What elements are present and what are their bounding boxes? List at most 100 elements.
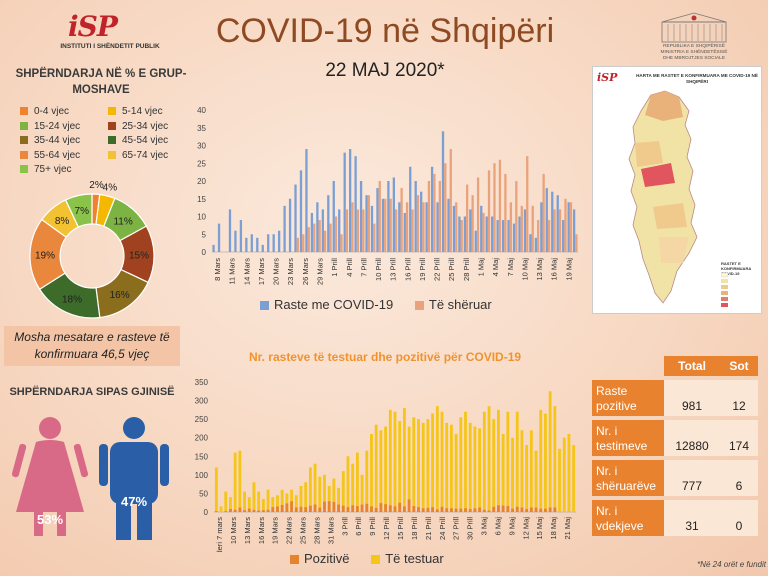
stats-row-positive: Raste pozitive 981 12 bbox=[592, 380, 758, 416]
cases-bar bbox=[228, 209, 232, 252]
tested-bar bbox=[370, 434, 373, 512]
tested-bar bbox=[247, 497, 251, 512]
x-tick-label: 1 Maj bbox=[477, 258, 486, 277]
x-tick-label: 10 Prill bbox=[374, 258, 383, 281]
positive-bar bbox=[515, 506, 519, 512]
cases-bar bbox=[398, 202, 401, 252]
x-tick-label: 1 Prill bbox=[330, 258, 339, 277]
x-tick-label: 4 Maj bbox=[491, 258, 500, 277]
legend-label-positive: Pozitivë bbox=[304, 551, 350, 566]
recovered-bar bbox=[400, 188, 403, 252]
age-legend-item: 45-54 vjec bbox=[108, 135, 168, 146]
cases-bar bbox=[272, 234, 275, 252]
positive-bar bbox=[534, 507, 538, 512]
tested-bar bbox=[398, 421, 402, 512]
tests-legend: Pozitivë Të testuar bbox=[290, 551, 540, 566]
cases-bar bbox=[529, 234, 532, 252]
daily-cases-chart: 0 5 10 15 20 25 30 35 40 8 Mars 11 Mars 14 Mars 17 M… bbox=[197, 106, 578, 285]
x-tick-label: 14 Mars bbox=[242, 258, 251, 285]
recovered-bar bbox=[537, 220, 540, 252]
tested-bar bbox=[426, 419, 430, 512]
stats-row-tests: Nr. i testimeve 12880 174 bbox=[592, 420, 758, 456]
recovered-bar bbox=[547, 220, 551, 252]
cases-bar bbox=[239, 220, 243, 252]
x-tick-label: 3 Prill bbox=[340, 517, 349, 536]
tested-bar bbox=[229, 497, 232, 512]
positive-bar bbox=[252, 509, 256, 512]
recovered-bar bbox=[356, 209, 360, 252]
age-legend-label: 5-14 vjec bbox=[122, 106, 163, 117]
y-tick-label: 250 bbox=[195, 415, 209, 424]
x-tick-label: 13 Maj bbox=[535, 258, 544, 281]
recovered-bar bbox=[302, 234, 305, 252]
y-tick-label: 15 bbox=[197, 195, 206, 204]
recovered-bar bbox=[504, 173, 507, 252]
positive-bar bbox=[402, 506, 406, 512]
stats-header-today: Sot bbox=[720, 356, 758, 376]
age-legend-item: 35-44 vjec bbox=[20, 135, 80, 146]
tested-bar bbox=[473, 426, 477, 512]
tested-bar bbox=[402, 408, 406, 512]
tested-bar bbox=[515, 411, 519, 512]
positive-bar bbox=[478, 507, 482, 512]
age-legend-item: 0-4 vjec bbox=[20, 106, 69, 117]
age-legend-label: 25-34 vjec bbox=[122, 120, 169, 132]
cases-bar bbox=[420, 191, 423, 252]
positive-bar bbox=[440, 506, 444, 512]
cases-bar bbox=[501, 220, 505, 252]
cases-bar bbox=[256, 237, 259, 252]
positive-bar bbox=[529, 507, 533, 512]
x-tick-label: 8 Mars bbox=[213, 258, 222, 281]
recovered-bar bbox=[444, 163, 447, 252]
isp-logo: iSP INSTITUTI I SHËNDETIT PUBLIK bbox=[40, 10, 170, 55]
x-tick-label: 15 Maj bbox=[535, 517, 544, 540]
positive-bar bbox=[323, 501, 326, 512]
logo-text: INSTITUTI I SHËNDETIT PUBLIK bbox=[60, 43, 160, 50]
x-tick-label: 16 Maj bbox=[550, 258, 559, 281]
recovered-bar bbox=[466, 184, 469, 252]
x-tick-label: 24 Prill bbox=[438, 517, 447, 540]
cases-bar bbox=[310, 212, 314, 252]
x-tick-label: 12 Prill bbox=[382, 517, 391, 540]
tested-bar bbox=[487, 406, 491, 512]
x-tick-label: 16 Prill bbox=[403, 258, 412, 281]
x-tick-label: 7 Maj bbox=[506, 258, 515, 277]
cases-bar bbox=[212, 244, 215, 252]
recovered-bar bbox=[460, 220, 463, 252]
positive-bar bbox=[308, 505, 312, 512]
tests-chart: 0 50 100 150 200 250 300 350 deri 7 mars 10 Mars 1… bbox=[195, 378, 576, 552]
recovered-bar bbox=[329, 223, 332, 252]
positive-bar bbox=[294, 507, 298, 512]
recovered-bar bbox=[449, 149, 452, 252]
stats-today: 12 bbox=[720, 380, 758, 416]
x-tick-label: 9 Maj bbox=[507, 517, 516, 536]
cases-bar bbox=[409, 166, 412, 252]
tested-bar bbox=[266, 489, 270, 512]
age-legend-label: 75+ vjec bbox=[34, 164, 72, 175]
positive-bar bbox=[501, 505, 505, 512]
x-tick-label: 21 Maj bbox=[563, 517, 572, 540]
tested-bar bbox=[539, 409, 543, 512]
donut-label: 2% bbox=[89, 180, 104, 191]
tested-bar bbox=[384, 426, 388, 512]
recovered-bar bbox=[531, 205, 534, 252]
positive-bar bbox=[525, 509, 529, 512]
positive-bar bbox=[421, 508, 425, 512]
gender-figures: 53% 47% bbox=[11, 417, 169, 540]
tested-bar bbox=[525, 445, 529, 512]
x-tick-label: 27 Prill bbox=[452, 517, 461, 540]
cases-bar bbox=[338, 209, 341, 252]
age-legend-swatch bbox=[20, 107, 28, 116]
positive-bar bbox=[261, 510, 265, 512]
recovered-bar bbox=[455, 202, 458, 252]
donut-label: 11% bbox=[113, 217, 132, 228]
positive-bar bbox=[243, 510, 246, 512]
tested-bar bbox=[544, 413, 547, 512]
recovered-bar bbox=[542, 173, 545, 252]
cases-bar bbox=[469, 209, 472, 252]
x-tick-label: 4 Prill bbox=[345, 258, 354, 277]
y-tick-label: 350 bbox=[195, 378, 209, 387]
x-tick-label: 20 Mars bbox=[272, 258, 281, 285]
stats-header-total: Total bbox=[664, 356, 721, 376]
tested-bar bbox=[482, 411, 486, 512]
